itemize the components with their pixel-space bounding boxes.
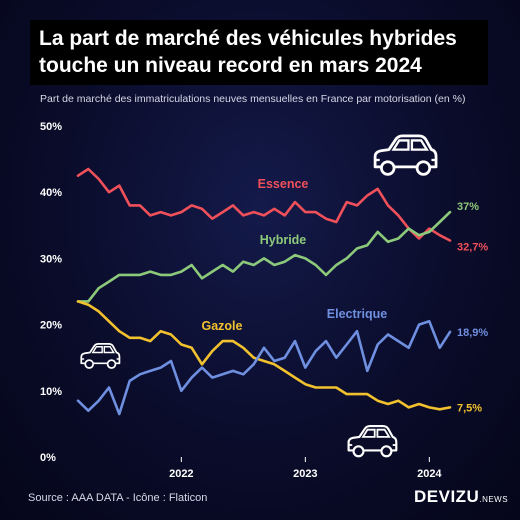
y-tick-label: 50% (40, 121, 62, 133)
x-tick-label: 2024 (417, 468, 442, 480)
end-label-gazole: 7,5% (457, 402, 482, 414)
brand-name: DEVIZU (414, 487, 480, 506)
end-label-electrique: 18,9% (457, 327, 488, 339)
series-label-essence: Essence (258, 177, 309, 191)
chart-title: La part de marché des véhicules hybrides… (30, 20, 488, 85)
series-line-electrique (76, 319, 452, 416)
end-label-hybride: 37% (457, 201, 479, 213)
title-line-2: touche un niveau record en mars 2024 (39, 54, 422, 77)
end-label-essence: 32,7% (457, 242, 488, 254)
y-tick-label: 40% (40, 187, 62, 199)
y-tick-label: 0% (40, 452, 56, 464)
series-label-hybride: Hybride (260, 233, 307, 247)
chart-subtitle: Part de marché des immatriculations neuv… (40, 93, 466, 105)
series-label-gazole: Gazole (202, 319, 243, 333)
y-tick-label: 20% (40, 320, 62, 332)
series-line-essence (76, 167, 452, 242)
y-tick-label: 30% (40, 253, 62, 265)
car-icon (347, 425, 398, 458)
title-line-1: La part de marché des véhicules hybrides (39, 27, 457, 50)
x-tick-label: 2023 (293, 468, 317, 480)
y-tick-label: 10% (40, 386, 62, 398)
series-line-hybride (76, 210, 452, 303)
series-label-electrique: Electrique (327, 307, 387, 321)
car-icon (373, 134, 438, 176)
car-icon (80, 343, 121, 369)
brand-logo: DEVIZU.NEWS (414, 487, 508, 507)
source-note: Source : AAA DATA - Icône : Flaticon (28, 492, 208, 504)
series-line-gazole (76, 300, 452, 411)
x-tick-label: 2022 (169, 468, 193, 480)
brand-suffix: .NEWS (479, 495, 509, 504)
